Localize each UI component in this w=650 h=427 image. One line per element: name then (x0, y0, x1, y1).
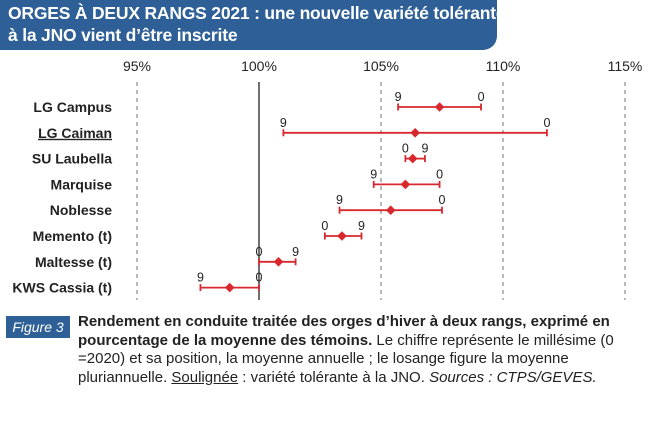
chart-title-line-1: ORGES À DEUX RANGS 2021 : une nouvelle v… (8, 3, 506, 23)
caption-text-1: Le chiffre représente le millésime (0 =2… (78, 331, 614, 386)
year-label-max-marquise: 0 (436, 167, 443, 181)
x-tick-label-110: 110% (486, 58, 521, 74)
year-label-min-noblesse: 9 (336, 193, 343, 207)
year-label-min-marquise: 9 (370, 167, 377, 181)
year-label-max-maltesse-t: 9 (292, 245, 299, 259)
mean-diamond-lg-campus (434, 102, 445, 112)
mean-diamond-lg-caiman (410, 128, 420, 138)
variety-label-lg-caiman: LG Caiman (38, 125, 112, 141)
variety-label-memento-t: Memento (t) (33, 228, 112, 244)
caption-underlined-word: Soulignée (171, 368, 239, 386)
caption-bold-text: Rendement en conduite traitée des orges … (78, 313, 610, 349)
year-label-min-lg-caiman: 9 (280, 116, 287, 130)
chart-title-line-2: à la JNO vient d’être inscrite (8, 25, 238, 45)
mean-diamond-su-laubella (407, 153, 418, 164)
mean-diamond-noblesse (385, 205, 396, 215)
variety-label-maltesse-t: Maltesse (t) (35, 254, 112, 270)
mean-diamond-memento-t (337, 231, 347, 241)
x-tick-label-115: 115% (608, 58, 643, 74)
x-tick-label-95: 95% (123, 58, 151, 74)
figure-badge: Figure 3 (6, 316, 70, 338)
variety-label-kws-cassia-t: KWS Cassia (t) (12, 280, 112, 296)
variety-label-marquise: Marquise (51, 176, 113, 192)
year-label-max-su-laubella: 9 (421, 142, 428, 156)
year-label-max-lg-caiman: 0 (543, 116, 550, 130)
x-tick-label-100: 100% (241, 58, 277, 74)
caption-sources: Sources : CTPS/GEVES. (429, 368, 597, 386)
x-tick-label-105: 105% (363, 58, 399, 74)
caption-text-2: : variété tolérante à la JNO. (238, 368, 430, 386)
variety-label-lg-campus: LG Campus (33, 99, 112, 115)
figure-caption: Rendement en conduite traitée des orges … (78, 313, 643, 387)
year-label-min-kws-cassia-t: 9 (197, 271, 204, 285)
year-label-min-maltesse-t: 0 (256, 245, 263, 259)
mean-diamond-maltesse-t (273, 257, 284, 267)
year-label-max-lg-campus: 0 (478, 90, 485, 104)
mean-diamond-marquise (400, 179, 411, 190)
year-label-min-memento-t: 0 (321, 219, 328, 233)
year-label-max-memento-t: 9 (358, 219, 365, 233)
mean-diamond-kws-cassia-t (224, 282, 235, 293)
variety-label-su-laubella: SU Laubella (32, 151, 112, 167)
year-label-min-su-laubella: 0 (402, 142, 409, 156)
year-label-max-kws-cassia-t: 0 (256, 271, 263, 285)
year-label-min-lg-campus: 9 (395, 90, 402, 104)
header-banner: ORGES À DEUX RANGS 2021 : une nouvelle v… (0, 0, 506, 50)
year-label-max-noblesse: 0 (439, 193, 446, 207)
variety-label-noblesse: Noblesse (50, 202, 112, 218)
